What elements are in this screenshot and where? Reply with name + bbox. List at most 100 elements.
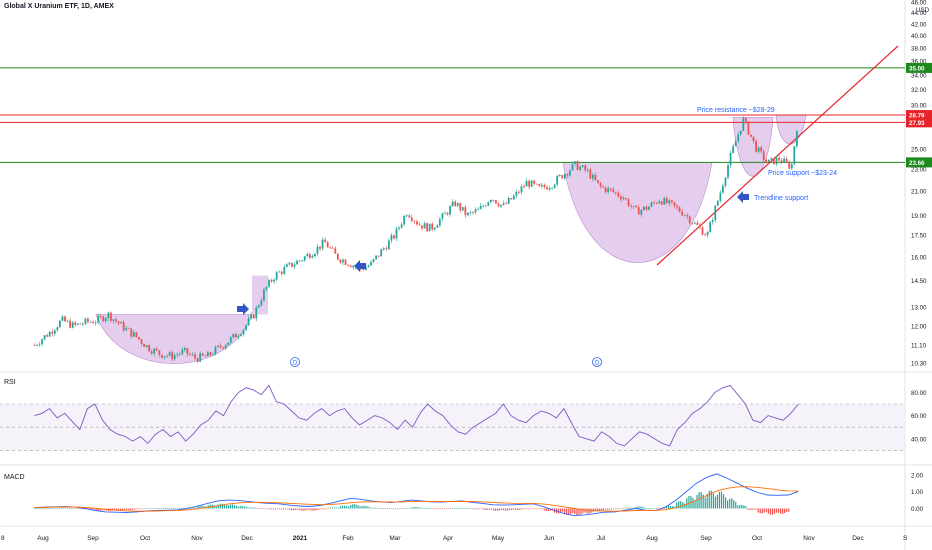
candle-body <box>632 205 635 207</box>
macd-histogram-bar <box>164 508 166 509</box>
candle-body <box>314 253 316 257</box>
candle-body <box>285 264 288 268</box>
annotation-text: Trendline support <box>754 195 808 202</box>
candle-body <box>245 325 247 330</box>
macd-histogram-bar <box>525 508 527 510</box>
candle-body <box>217 345 219 347</box>
candle-body <box>676 205 678 208</box>
macd-histogram-bar <box>645 508 647 509</box>
macd-histogram-bar <box>578 508 580 516</box>
candle-body <box>612 189 615 193</box>
macd-histogram-bar <box>496 508 499 511</box>
candle-body <box>115 319 117 322</box>
macd-histogram-bar <box>331 507 334 509</box>
macd-histogram-bar <box>130 508 132 511</box>
macd-histogram-bar <box>71 508 73 509</box>
macd-histogram-bar <box>610 508 613 510</box>
macd-histogram-bar <box>619 508 621 510</box>
macd-histogram-bar <box>223 504 226 509</box>
macd-histogram-bar <box>779 508 782 514</box>
macd-histogram-bar <box>40 508 42 510</box>
candle-body <box>627 199 630 207</box>
candle-body <box>477 209 480 210</box>
macd-histogram-bar <box>519 508 521 510</box>
macd-histogram-bar <box>537 508 539 510</box>
candle-body <box>525 180 528 187</box>
macd-histogram-bar <box>240 506 242 509</box>
macd-histogram-bar <box>256 507 258 509</box>
candle-body <box>104 318 107 322</box>
y-tick-label: 21.00 <box>911 189 927 196</box>
macd-histogram-bar <box>128 508 130 511</box>
rsi-label: RSI <box>4 379 16 386</box>
candle-body <box>252 314 255 319</box>
macd-histogram-bar <box>515 508 517 510</box>
candle-body <box>709 222 712 233</box>
macd-histogram-bar <box>684 503 686 509</box>
candle-body <box>648 206 650 210</box>
macd-histogram-bar <box>388 508 391 510</box>
macd-histogram-bar <box>753 508 755 510</box>
x-tick-label: 2021 <box>293 535 308 542</box>
macd-histogram-bar <box>759 508 761 514</box>
macd-histogram-bar <box>541 508 543 510</box>
macd-histogram-bar <box>466 508 468 509</box>
candle-body <box>742 117 745 131</box>
macd-histogram-bar <box>333 507 336 509</box>
macd-histogram-bar <box>513 508 515 510</box>
macd-histogram-bar <box>582 508 584 514</box>
macd-histogram-bar <box>348 506 350 509</box>
macd-histogram-bar <box>600 508 602 511</box>
y-tick-label: 44.00 <box>911 10 927 17</box>
macd-histogram-bar <box>612 508 615 510</box>
candle-body <box>739 130 742 135</box>
macd-histogram-bar <box>154 508 156 509</box>
macd-histogram-bar <box>354 504 356 509</box>
candle-body <box>579 166 582 170</box>
candle-body <box>696 222 699 225</box>
macd-histogram-bar <box>419 507 421 509</box>
macd-histogram-bar <box>694 500 696 509</box>
macd-histogram-bar <box>765 508 767 512</box>
candle-body <box>765 160 768 163</box>
candle-body <box>372 259 375 262</box>
candle-body <box>395 228 398 239</box>
candle-body <box>714 205 717 221</box>
candle-body <box>438 219 441 226</box>
macd-histogram-bar <box>350 504 352 509</box>
candle-body <box>398 227 400 229</box>
candle-body <box>232 333 235 338</box>
macd-histogram-bar <box>480 508 482 510</box>
candle-body <box>110 312 112 321</box>
macd-histogram-bar <box>663 508 666 510</box>
level-badge <box>906 110 932 121</box>
macd-histogram-bar <box>134 508 136 510</box>
macd-histogram-bar <box>407 508 409 509</box>
macd-histogram-bar <box>649 508 651 509</box>
macd-histogram-bar <box>586 508 588 514</box>
macd-histogram-bar <box>411 507 413 509</box>
candle-body <box>311 256 314 258</box>
macd-histogram-bar <box>488 508 490 510</box>
macd-histogram-bar <box>278 508 281 510</box>
rsi-line <box>34 384 799 447</box>
macd-histogram-bar <box>126 508 128 510</box>
candle-body <box>474 209 477 213</box>
macd-histogram-bar <box>305 508 307 511</box>
candle-body <box>441 213 444 220</box>
macd-histogram-bar <box>339 506 342 509</box>
macd-histogram-bar <box>445 508 448 510</box>
y-tick-label: 14.50 <box>911 278 927 285</box>
arrow-icon <box>737 191 749 203</box>
candle-body <box>678 207 681 212</box>
candle-body <box>161 354 163 358</box>
x-tick-label: Nov <box>803 535 815 542</box>
candle-body <box>331 247 334 249</box>
candle-body <box>571 163 574 171</box>
arrow-icon <box>354 260 366 272</box>
y-tick-label: 32.00 <box>911 87 927 94</box>
candle-body <box>173 354 176 360</box>
candle-body <box>620 196 622 200</box>
macd-histogram-bar <box>323 508 325 510</box>
